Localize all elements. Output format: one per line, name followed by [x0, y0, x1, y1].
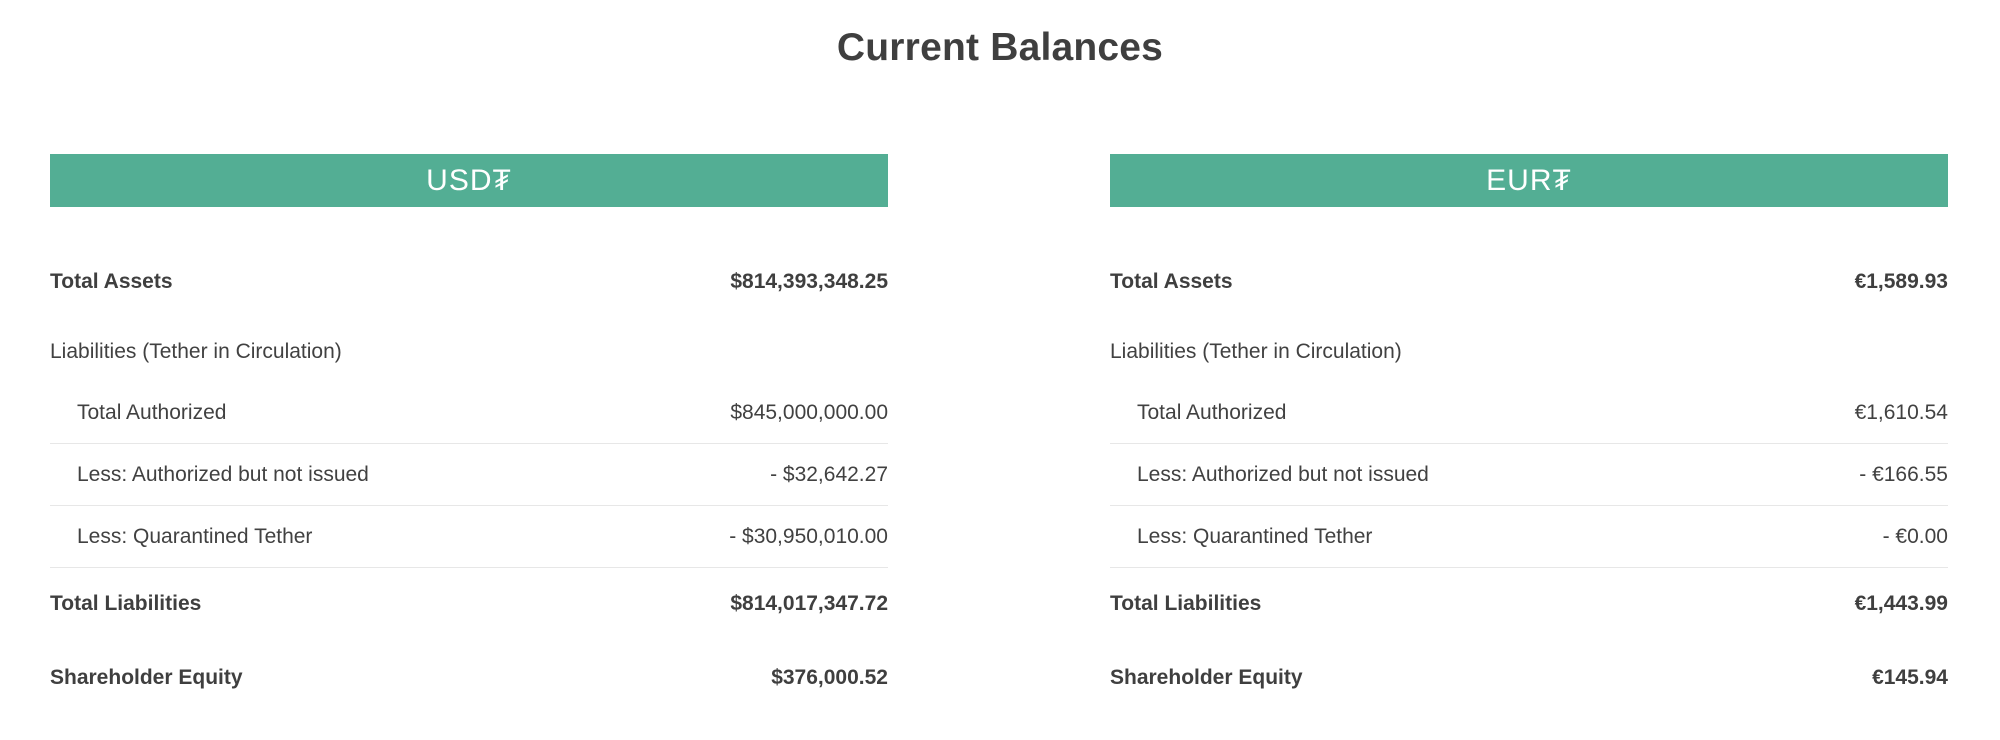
row-less-authorized: Less: Authorized but not issued - $32,64…: [50, 444, 888, 506]
shareholder-equity-value: €145.94: [1872, 666, 1948, 689]
total-assets-label: Total Assets: [1110, 270, 1233, 293]
row-less-authorized: Less: Authorized but not issued - €166.5…: [1110, 444, 1948, 506]
liabilities-section-label: Liabilities (Tether in Circulation): [50, 340, 342, 363]
shareholder-equity-label: Shareholder Equity: [1110, 666, 1303, 689]
panel-header-eurt: EUR₮: [1110, 154, 1948, 207]
row-shareholder-equity: Shareholder Equity €145.94: [1110, 647, 1948, 708]
currency-label-usdt: USD₮: [426, 163, 512, 197]
row-total-authorized: Total Authorized $845,000,000.00: [50, 382, 888, 444]
panel-header-usdt: USD₮: [50, 154, 888, 207]
total-liabilities-label: Total Liabilities: [50, 592, 202, 615]
total-liabilities-value: €1,443.99: [1854, 592, 1948, 615]
currency-label-eurt: EUR₮: [1486, 163, 1572, 197]
less-authorized-value: - $32,642.27: [770, 463, 888, 486]
balance-panels: USD₮ Total Assets $814,393,348.25 Liabil…: [0, 154, 2000, 708]
row-total-liabilities: Total Liabilities €1,443.99: [1110, 573, 1948, 634]
row-liabilities-section: Liabilities (Tether in Circulation): [1110, 321, 1948, 382]
currency-panel-usdt: USD₮ Total Assets $814,393,348.25 Liabil…: [50, 154, 888, 708]
row-total-liabilities: Total Liabilities $814,017,347.72: [50, 573, 888, 634]
less-quarantined-value: - $30,950,010.00: [729, 525, 888, 548]
total-authorized-value: €1,610.54: [1854, 401, 1948, 424]
row-shareholder-equity: Shareholder Equity $376,000.52: [50, 647, 888, 708]
page-title: Current Balances: [836, 26, 1164, 69]
shareholder-equity-value: $376,000.52: [771, 666, 888, 689]
less-quarantined-value: - €0.00: [1882, 525, 1948, 548]
total-assets-label: Total Assets: [50, 270, 173, 293]
row-total-assets: Total Assets €1,589.93: [1110, 251, 1948, 312]
row-less-quarantined: Less: Quarantined Tether - €0.00: [1110, 506, 1948, 568]
less-authorized-label: Less: Authorized but not issued: [77, 463, 369, 486]
less-authorized-value: - €166.55: [1859, 463, 1948, 486]
total-liabilities-value: $814,017,347.72: [730, 592, 888, 615]
total-authorized-value: $845,000,000.00: [730, 401, 888, 424]
less-quarantined-label: Less: Quarantined Tether: [1137, 525, 1373, 548]
row-total-authorized: Total Authorized €1,610.54: [1110, 382, 1948, 444]
liabilities-section-label: Liabilities (Tether in Circulation): [1110, 340, 1402, 363]
row-less-quarantined: Less: Quarantined Tether - $30,950,010.0…: [50, 506, 888, 568]
less-authorized-label: Less: Authorized but not issued: [1137, 463, 1429, 486]
shareholder-equity-label: Shareholder Equity: [50, 666, 243, 689]
total-authorized-label: Total Authorized: [1137, 401, 1287, 424]
less-quarantined-label: Less: Quarantined Tether: [77, 525, 313, 548]
row-liabilities-section: Liabilities (Tether in Circulation): [50, 321, 888, 382]
total-liabilities-label: Total Liabilities: [1110, 592, 1262, 615]
total-authorized-label: Total Authorized: [77, 401, 227, 424]
total-assets-value: $814,393,348.25: [730, 270, 888, 293]
total-assets-value: €1,589.93: [1854, 270, 1948, 293]
currency-panel-eurt: EUR₮ Total Assets €1,589.93 Liabilities …: [1110, 154, 1948, 708]
row-total-assets: Total Assets $814,393,348.25: [50, 251, 888, 312]
